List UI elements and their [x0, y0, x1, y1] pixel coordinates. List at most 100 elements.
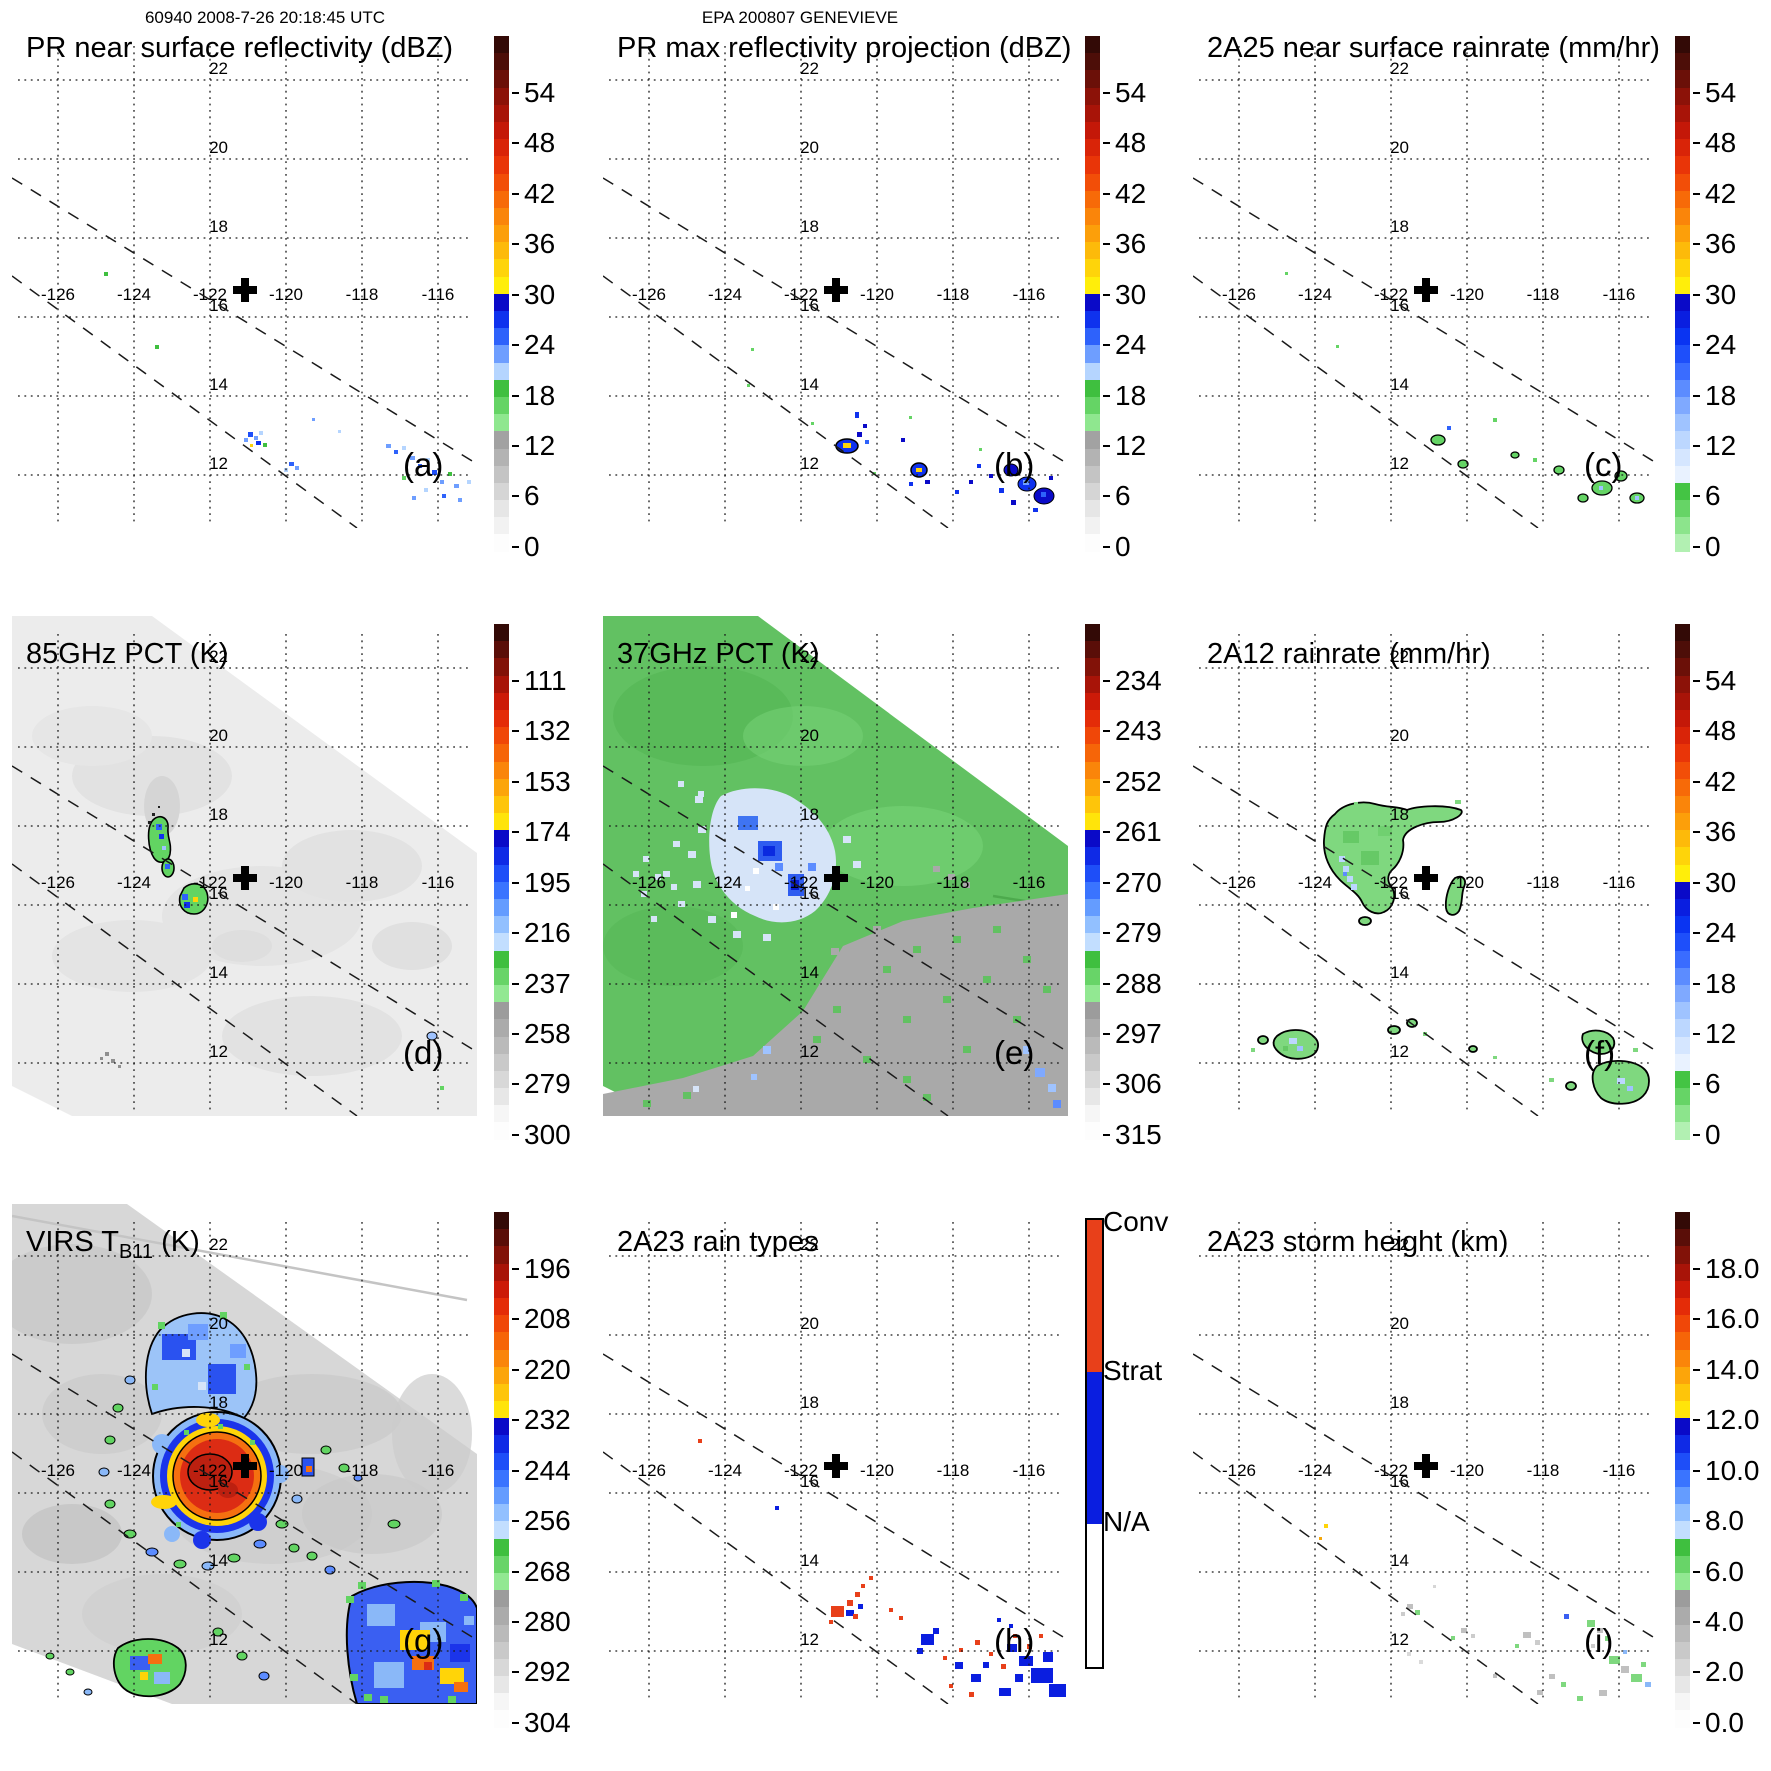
- colorbar-segment: [494, 1088, 509, 1106]
- colorbar-segment: [494, 727, 509, 745]
- panel-title: 2A23 rain types: [617, 1226, 819, 1258]
- colorbar-tick-label: 24: [1103, 329, 1146, 361]
- colorbar-segment: [1675, 1366, 1690, 1384]
- panel-letter: (b): [994, 446, 1035, 483]
- lon-label: -118: [1527, 1461, 1560, 1480]
- lat-label: 18: [800, 805, 819, 824]
- colorbar-tick-label: 36: [1693, 228, 1736, 260]
- colorbar-segment: [494, 1263, 509, 1281]
- colorbar-segment: [1675, 396, 1690, 415]
- colorbar-segment: [1675, 1053, 1690, 1071]
- lon-label: -124: [117, 285, 151, 304]
- colorbar-tick-label: 279: [1103, 917, 1162, 949]
- colorbar-tick-label: 30: [1693, 279, 1736, 311]
- colorbar: [1675, 1212, 1690, 1728]
- colorbar-tick-label: 54: [512, 77, 555, 109]
- colorbar-segment: [1675, 1212, 1690, 1230]
- colorbar-segment: [494, 916, 509, 934]
- colorbar-segment: [1675, 1676, 1690, 1694]
- colorbar-segment: [1675, 173, 1690, 191]
- colorbar-segment: [494, 658, 509, 676]
- colorbar-segment: [1675, 1122, 1690, 1140]
- lon-label: -116: [1013, 873, 1046, 892]
- green-speckles-on-gray: [643, 926, 1051, 1107]
- colorbar-segment: [1675, 139, 1690, 157]
- storm-core: [151, 1411, 289, 1549]
- colorbar-segment: [1675, 293, 1690, 311]
- colorbar-segment: [1675, 795, 1690, 814]
- colorbar-segment: [494, 1607, 509, 1625]
- lon-label: -126: [632, 873, 666, 892]
- colorbar-ticks: 54 48 42 36 30 24 18 12 6 0: [1693, 624, 1771, 1150]
- colorbar-segment: [1675, 1019, 1690, 1037]
- colorbar-segment: [494, 500, 509, 518]
- colorbar-segment: [494, 293, 509, 311]
- lon-label: -124: [708, 1461, 742, 1480]
- colorbar-segment: [1085, 156, 1100, 174]
- swath-edge-line: [1193, 765, 1658, 1053]
- colorbar-tick-label: 304: [512, 1707, 571, 1739]
- colorbar-segment: [494, 761, 509, 779]
- lat-label: 18: [1390, 217, 1409, 236]
- colorbar-segment: [1675, 1572, 1690, 1591]
- colorbar-segment: [1085, 345, 1100, 363]
- colorbar-segment: [1675, 984, 1690, 1003]
- lon-label: -122: [1374, 1461, 1408, 1480]
- lon-label: -126: [41, 873, 75, 892]
- lat-label: 12: [800, 1042, 819, 1061]
- swath-boundary-line: [12, 1214, 468, 1302]
- swath-edge-line: [12, 863, 358, 1116]
- colorbar-segment: [494, 1315, 509, 1333]
- colorbar-segment: [1085, 933, 1100, 951]
- colorbar-segment: [1675, 465, 1690, 483]
- colorbar-tick-label: 292: [512, 1656, 571, 1688]
- lat-label: 14: [1390, 963, 1409, 982]
- colorbar-segment: [1085, 864, 1100, 882]
- colorbar-tick-label: 0: [1693, 531, 1721, 563]
- colorbar-segment: [1675, 53, 1690, 71]
- south-convection-blob: [112, 1638, 187, 1698]
- colorbar-segment: [1675, 864, 1690, 882]
- colorbar-tick-label: 258: [512, 1018, 571, 1050]
- colorbar-segment: [494, 1435, 509, 1453]
- colorbar-ticks: 18.0 16.0 14.0 12.0 10.0 8.0 6.0 4.0 2.0 0.0: [1693, 1212, 1771, 1738]
- colorbar-tick-label: 288: [1103, 968, 1162, 1000]
- storm-name-header: EPA 200807 GENEVIEVE: [701, 8, 899, 27]
- colorbar-tick-label: 244: [512, 1455, 571, 1487]
- colorbar-segment: [1085, 658, 1100, 676]
- colorbar-tick-label: 261: [1103, 816, 1162, 848]
- colorbar-tick-label: 36: [1693, 816, 1736, 848]
- lon-label: -122: [193, 1461, 227, 1480]
- panel-h: -126 -124 -122 -120 -118 -116 22 20 18 16 14 12 2A2…: [591, 1176, 1181, 1768]
- colorbar-segment: [494, 259, 509, 277]
- colorbar-segment: [1675, 1105, 1690, 1123]
- lon-label: -122: [784, 285, 818, 304]
- lat-label: 20: [1390, 1314, 1409, 1333]
- colorbar-tick-label: 12: [1693, 1018, 1736, 1050]
- colorbar-segment: [1087, 1523, 1102, 1667]
- colorbar-tick-label: 280: [512, 1606, 571, 1638]
- colorbar-segment: [1085, 104, 1100, 122]
- storm-center-cross: [1414, 866, 1438, 890]
- colorbar-segment: [494, 1246, 509, 1264]
- colorbar-tick-label: 6: [512, 480, 540, 512]
- colorbar-segment: [494, 1383, 509, 1402]
- colorbar-tick-label: 12: [1693, 430, 1736, 462]
- colorbar-segment: [494, 1555, 509, 1573]
- colorbar-tick-label: 36: [512, 228, 555, 260]
- colorbar-segment: [1085, 448, 1100, 466]
- colorbar-segment: [494, 242, 509, 260]
- colorbar-segment: [1085, 813, 1100, 831]
- lat-label: 20: [800, 1314, 819, 1333]
- colorbar-segment: [1675, 1435, 1690, 1453]
- colorbar-segment: [1675, 1280, 1690, 1298]
- colorbar-segment: [1675, 813, 1690, 831]
- lat-label: 22: [209, 1235, 228, 1254]
- colorbar: [1085, 624, 1100, 1140]
- colorbar-segment: [1085, 795, 1100, 814]
- colorbar-segment: [1675, 1710, 1690, 1728]
- colorbar-segment: [1675, 1555, 1690, 1573]
- swath-edge-line: [12, 1353, 477, 1641]
- colorbar-segment: [1675, 414, 1690, 432]
- lon-label: -126: [1222, 873, 1256, 892]
